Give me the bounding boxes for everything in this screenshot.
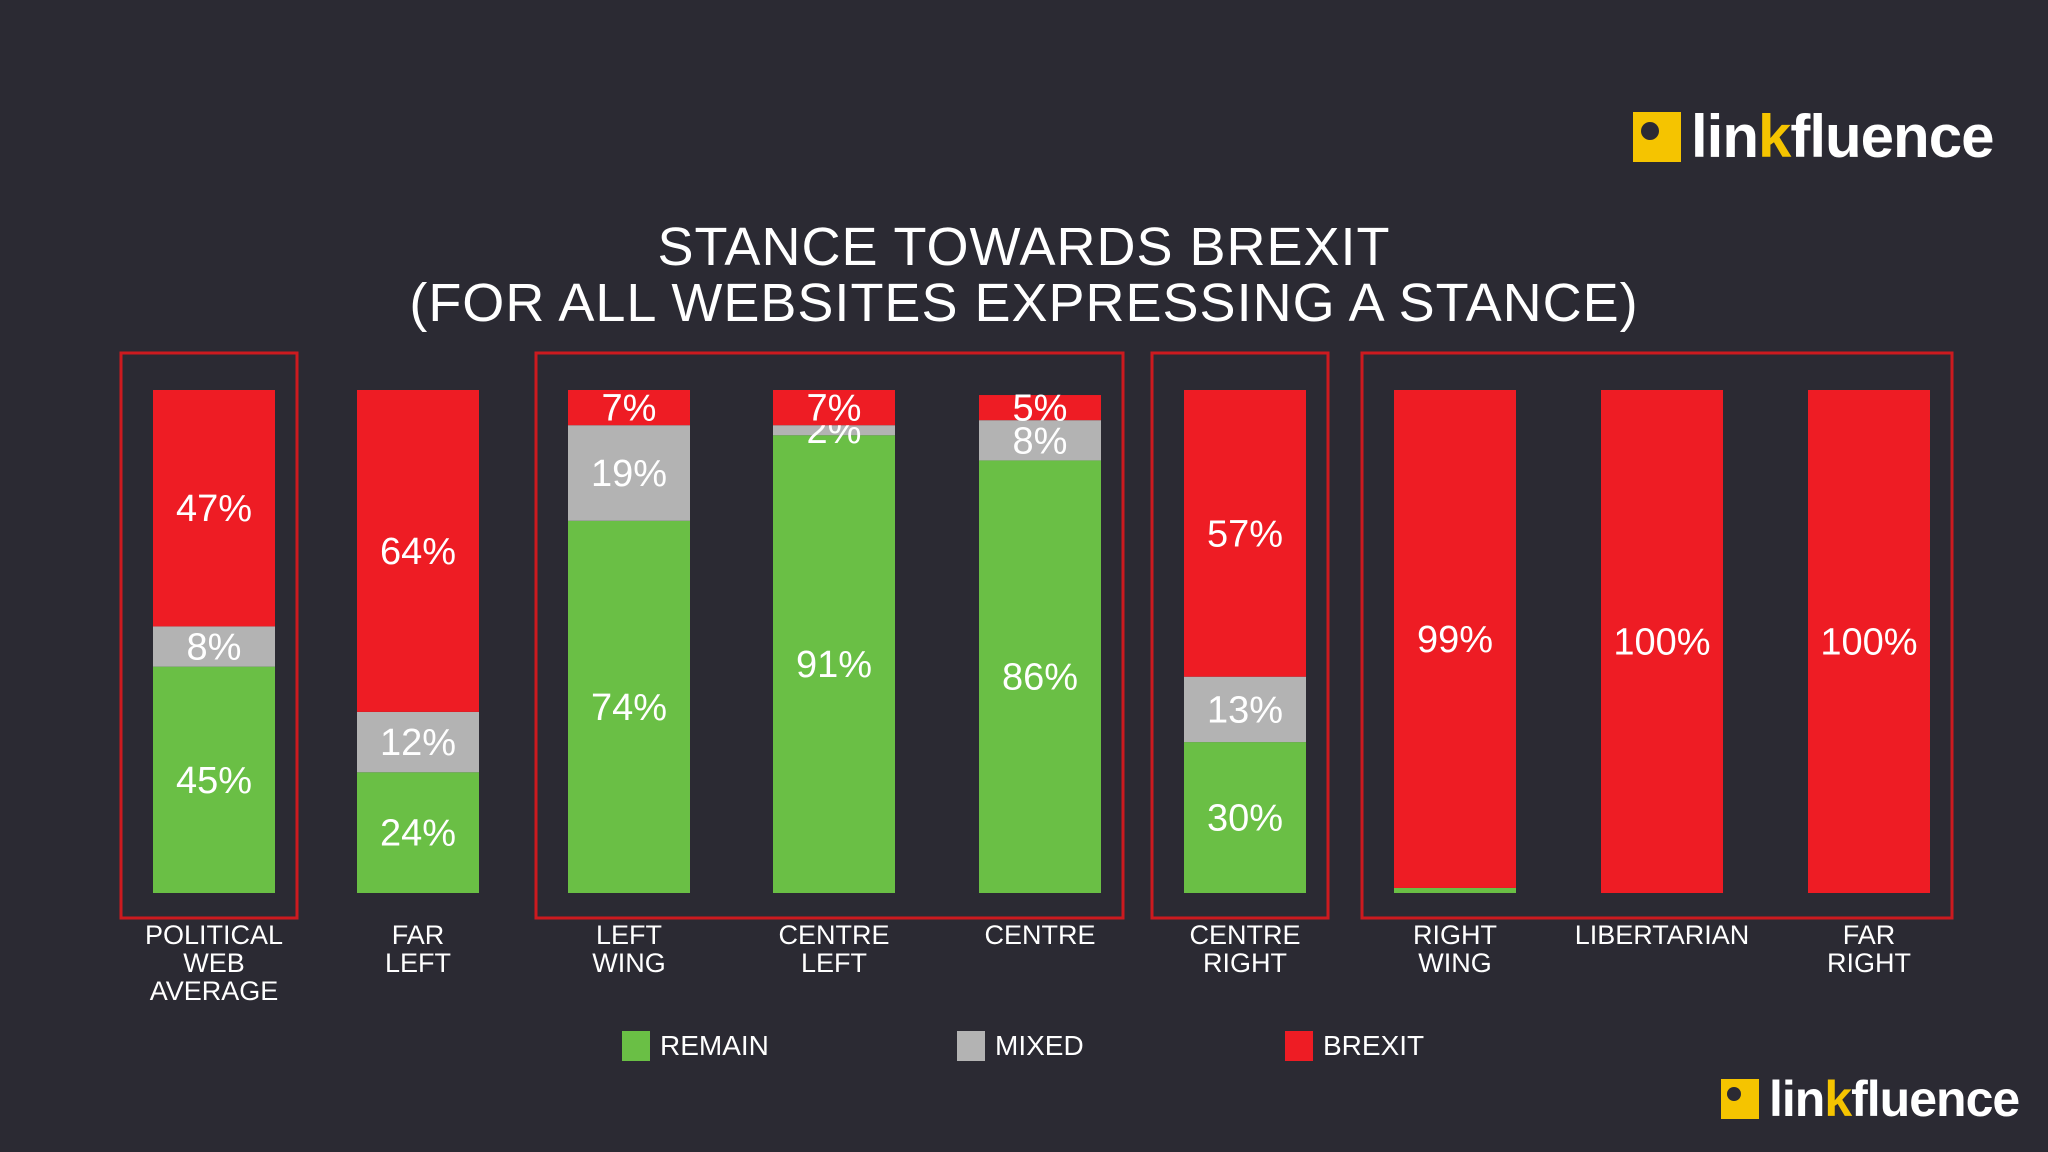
bar-brexit-3 <box>773 390 895 426</box>
group-box-2 <box>1150 351 1330 920</box>
category-label-1-0: FAR <box>392 920 445 950</box>
brand-name-prefix: lin <box>1769 1071 1825 1127</box>
bar-remain-4 <box>979 460 1101 893</box>
data-label-brexit-3: 7% <box>807 388 862 430</box>
data-label-mixed-2: 19% <box>591 453 667 495</box>
data-label-brexit-5: 57% <box>1207 513 1283 555</box>
legend-label-mixed: MIXED <box>995 1030 1084 1061</box>
legend-item-mixed: MIXED <box>957 1030 1084 1062</box>
bar-brexit-5 <box>1184 390 1306 677</box>
category-label-7-0: LIBERTARIAN <box>1575 920 1750 950</box>
bar-remain-1 <box>357 772 479 893</box>
data-label-remain-0: 45% <box>176 760 252 802</box>
bar-mixed-2 <box>568 425 690 521</box>
linkfluence-logo-icon <box>1633 111 1681 162</box>
category-label-3-1: LEFT <box>801 948 867 978</box>
category-label-0-2: AVERAGE <box>150 976 279 1006</box>
data-label-brexit-0: 47% <box>176 488 252 530</box>
bar-remain-0 <box>153 666 275 893</box>
data-label-brexit-1: 64% <box>380 531 456 573</box>
bar-mixed-1 <box>357 711 479 773</box>
linkfluence-logo-icon <box>1721 1079 1759 1119</box>
data-label-remain-2: 74% <box>591 687 667 729</box>
data-label-remain-1: 24% <box>380 813 456 855</box>
bar-brexit-1 <box>357 390 479 712</box>
brand-name-suffix: fluence <box>1851 1071 2020 1127</box>
data-label-brexit-2: 7% <box>602 388 657 430</box>
category-label-3-0: CENTRE <box>778 920 889 950</box>
data-label-remain-4: 86% <box>1002 657 1078 699</box>
data-label-brexit-6: 99% <box>1417 619 1493 661</box>
brand-logo-bottom: lin k fluence <box>1721 1070 2020 1128</box>
category-label-8-0: FAR <box>1843 920 1896 950</box>
category-label-0-0: POLITICAL <box>145 920 283 950</box>
bar-remain-5 <box>1184 742 1306 893</box>
category-label-4-0: CENTRE <box>984 920 1095 950</box>
brand-logo-top: lin k fluence <box>1633 102 1994 171</box>
brand-name-k: k <box>1758 103 1791 170</box>
chart-legend: REMAIN MIXED BREXIT <box>0 1030 2048 1070</box>
category-label-0-1: WEB <box>183 948 245 978</box>
data-label-brexit-7: 100% <box>1613 622 1710 664</box>
category-label-2-1: WING <box>592 948 666 978</box>
bar-mixed-0 <box>153 626 275 667</box>
stacked-bar-chart: 45%8%47%POLITICALWEBAVERAGE24%12%64%FARL… <box>119 351 1954 1006</box>
bar-brexit-2 <box>568 390 690 426</box>
group-box-1 <box>534 351 1125 920</box>
chart-title-line1: STANCE TOWARDS BREXIT <box>657 217 1391 277</box>
data-label-mixed-0: 8% <box>187 627 242 669</box>
bar-remain-2 <box>568 520 690 893</box>
category-label-6-0: RIGHT <box>1413 920 1497 950</box>
data-label-mixed-1: 12% <box>380 722 456 764</box>
legend-label-remain: REMAIN <box>660 1030 769 1061</box>
data-label-brexit-4: 5% <box>1013 388 1068 430</box>
data-label-remain-3: 91% <box>796 644 872 686</box>
brand-name-k: k <box>1824 1071 1852 1127</box>
brand-name-suffix: fluence <box>1790 103 1994 170</box>
data-label-mixed-5: 13% <box>1207 689 1283 731</box>
legend-swatch-mixed <box>957 1031 985 1061</box>
category-label-5-1: RIGHT <box>1203 948 1287 978</box>
data-label-remain-5: 30% <box>1207 798 1283 840</box>
data-label-brexit-8: 100% <box>1820 622 1917 664</box>
brand-name-prefix: lin <box>1691 103 1759 170</box>
group-box-3 <box>1360 351 1954 920</box>
bar-remain-3 <box>773 435 895 893</box>
bar-brexit-7 <box>1601 390 1723 893</box>
bar-brexit-8 <box>1808 390 1930 893</box>
data-label-mixed-4: 8% <box>1013 420 1068 462</box>
bar-mixed-4 <box>979 420 1101 461</box>
bar-mixed-5 <box>1184 676 1306 743</box>
bar-remain-6 <box>1394 887 1516 893</box>
legend-label-brexit: BREXIT <box>1323 1030 1425 1061</box>
category-label-2-0: LEFT <box>596 920 662 950</box>
bar-brexit-4 <box>979 395 1101 421</box>
bar-mixed-3 <box>773 425 895 436</box>
legend-swatch-brexit <box>1285 1031 1313 1061</box>
legend-item-brexit: BREXIT <box>1285 1030 1424 1062</box>
category-label-8-1: RIGHT <box>1827 948 1911 978</box>
category-label-1-1: LEFT <box>385 948 451 978</box>
category-label-6-1: WING <box>1418 948 1492 978</box>
group-box-0 <box>119 351 299 920</box>
category-label-5-0: CENTRE <box>1189 920 1300 950</box>
bar-brexit-6 <box>1394 390 1516 888</box>
legend-item-remain: REMAIN <box>622 1030 769 1062</box>
legend-swatch-remain <box>622 1031 650 1061</box>
bar-brexit-0 <box>153 390 275 627</box>
chart-title-line2: (FOR ALL WEBSITES EXPRESSING A STANCE) <box>409 273 1639 333</box>
